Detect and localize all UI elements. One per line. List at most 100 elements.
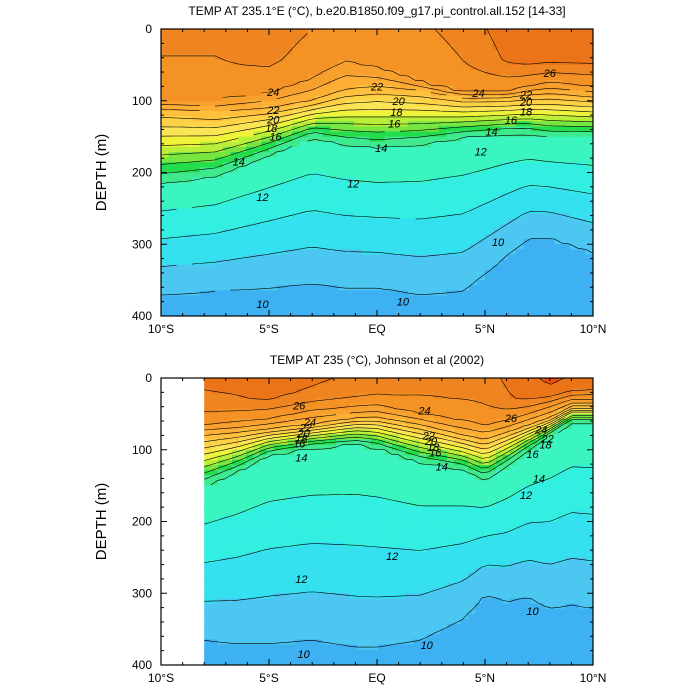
temperature-cell [523, 378, 532, 384]
temperature-cell [461, 495, 469, 502]
temperature-cell [199, 75, 208, 81]
temperature-cell [423, 223, 432, 230]
temperature-cell [565, 511, 573, 517]
temperature-cell [307, 172, 316, 179]
temperature-cell [330, 116, 340, 122]
temperature-cell [329, 475, 337, 482]
temperature-cell [315, 172, 324, 179]
temperature-cell [276, 111, 286, 117]
temperature-cell [238, 177, 247, 184]
temperature-cell [585, 126, 593, 133]
temperature-cell [245, 59, 255, 66]
temperature-cell [500, 203, 509, 209]
temperature-cell [562, 280, 571, 286]
temperature-cell [446, 259, 455, 266]
temperature-cell [307, 95, 316, 102]
temperature-cell [346, 59, 355, 66]
temperature-cell [230, 95, 239, 102]
temperature-cell [433, 516, 441, 523]
temperature-cell [577, 121, 586, 127]
temperature-cell [585, 121, 593, 127]
temperature-cell [207, 177, 216, 184]
temperature-cell [431, 300, 440, 307]
temperature-cell [343, 398, 351, 405]
temperature-cell [218, 429, 226, 435]
temperature-cell [356, 408, 365, 415]
temperature-cell [307, 167, 316, 174]
temperature-cell [508, 218, 517, 225]
temperature-cell [261, 126, 270, 133]
temperature-cell [176, 44, 185, 51]
temperature-cell [539, 280, 548, 286]
temperature-cell [569, 213, 579, 220]
temperature-cell [447, 419, 455, 425]
x-tick-label: EQ [368, 322, 385, 336]
temperature-cell [204, 465, 212, 471]
temperature-cell [238, 449, 247, 456]
temperature-cell [398, 480, 407, 487]
temperature-cell [204, 480, 212, 487]
temperature-cell [407, 146, 417, 153]
temperature-cell [253, 116, 262, 122]
temperature-cell [446, 239, 455, 245]
temperature-cell [269, 269, 278, 276]
temperature-cell [469, 157, 478, 163]
temperature-cell [350, 516, 358, 523]
temperature-cell [585, 54, 593, 61]
temperature-cell [551, 408, 559, 415]
temperature-cell [353, 182, 363, 189]
temperature-cell [330, 95, 340, 102]
temperature-cell [454, 141, 463, 148]
temperature-cell [405, 403, 414, 410]
temperature-cell [350, 454, 358, 461]
temperature-cell [338, 75, 347, 81]
temperature-cell [474, 485, 483, 492]
temperature-cell [384, 254, 394, 261]
temperature-cell [191, 285, 201, 291]
temperature-cell [585, 75, 593, 81]
temperature-cell [477, 85, 486, 92]
temperature-cell [315, 244, 324, 250]
temperature-cell [461, 64, 471, 71]
temperature-cell [572, 419, 580, 425]
temperature-cell [280, 424, 289, 430]
temperature-cell [269, 234, 278, 240]
temperature-cell [168, 39, 178, 45]
temperature-cell [370, 454, 379, 461]
temperature-cell [218, 506, 226, 512]
temperature-cell [284, 85, 293, 92]
temperature-cell [446, 218, 455, 225]
temperature-cell [176, 152, 185, 158]
temperature-cell [577, 70, 586, 76]
temperature-cell [438, 39, 448, 45]
temperature-cell [222, 269, 232, 276]
temperature-cell [433, 485, 441, 492]
temperature-cell [273, 506, 282, 512]
temperature-cell [215, 269, 224, 276]
temperature-cell [284, 121, 293, 127]
temperature-cell [492, 203, 502, 209]
temperature-cell [299, 249, 309, 256]
temperature-cell [273, 511, 282, 517]
temperature-cell [523, 203, 532, 209]
temperature-cell [176, 111, 185, 117]
temperature-cell [280, 495, 289, 502]
temperature-cell [562, 249, 571, 256]
temperature-cell [287, 480, 296, 487]
temperature-cell [301, 393, 309, 400]
temperature-cell [572, 388, 580, 394]
temperature-cell [461, 501, 469, 507]
temperature-cell [350, 378, 358, 384]
temperature-cell [261, 249, 270, 256]
temperature-cell [308, 403, 316, 410]
temperature-cell [245, 244, 255, 250]
temperature-cell [586, 480, 593, 487]
temperature-cell [346, 162, 355, 168]
temperature-cell [238, 152, 247, 158]
temperature-cell [585, 310, 593, 316]
temperature-cell [415, 290, 424, 297]
temperature-cell [477, 152, 486, 158]
temperature-cell [509, 501, 518, 507]
temperature-cell [423, 244, 432, 250]
temperature-cell [400, 116, 409, 122]
